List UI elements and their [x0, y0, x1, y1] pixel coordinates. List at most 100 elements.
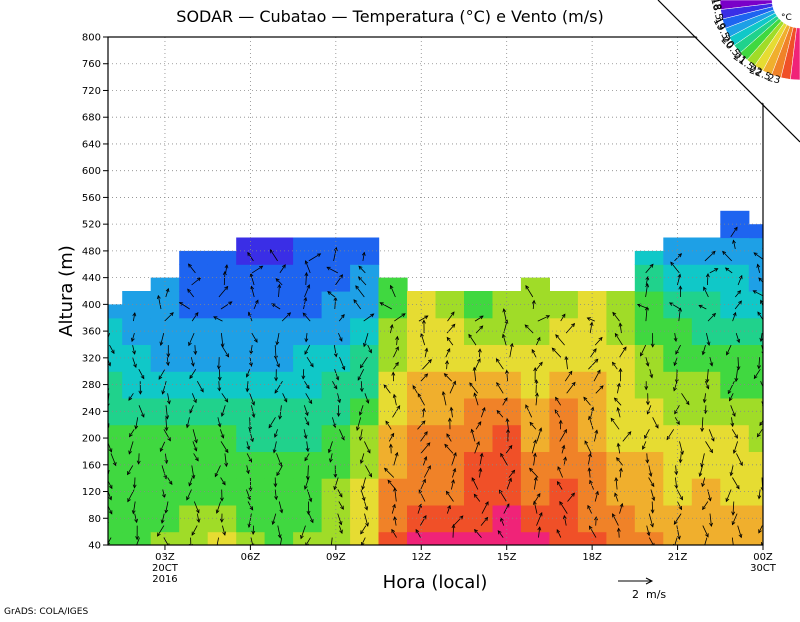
- temperature-cell: [549, 532, 578, 546]
- y-axis-label: Altura (m): [56, 245, 77, 337]
- temperature-cell: [549, 371, 578, 398]
- temperature-cell: [379, 345, 408, 372]
- temperature-cell: [407, 345, 436, 372]
- y-tick-label: 800: [82, 33, 101, 44]
- y-tick-label: 680: [82, 113, 101, 124]
- credit-text: GrADS: COLA/IGES: [4, 607, 88, 617]
- x-tick-label: 09Z: [326, 552, 346, 563]
- temperature-cell: [151, 345, 180, 372]
- wind-vector: [764, 441, 767, 450]
- y-tick-label: 320: [82, 353, 101, 364]
- temperature-cell: [179, 451, 208, 478]
- temperature-cell: [179, 398, 208, 425]
- temperature-cell: [635, 478, 664, 505]
- y-tick-label: 120: [82, 487, 101, 498]
- temperature-cell: [151, 291, 180, 318]
- x-tick-label: 03Z: [155, 552, 175, 563]
- temperature-cell: [407, 505, 436, 532]
- temperature-cell: [179, 251, 208, 265]
- temperature-cell: [179, 425, 208, 452]
- temperature-cell: [208, 532, 237, 546]
- wind-vector: [764, 453, 767, 466]
- temperature-cell: [293, 398, 322, 425]
- chart-title: SODAR — Cubatao — Temperatura (°C) e Ven…: [176, 7, 603, 26]
- y-tick-label: 240: [82, 407, 101, 418]
- y-tick-label: 360: [82, 327, 101, 338]
- y-tick-label: 600: [82, 166, 101, 177]
- temperature-cell: [749, 224, 764, 238]
- temperature-cell: [179, 345, 208, 372]
- y-tick-label: 160: [82, 460, 101, 471]
- x-tick-sublabel: 30CT: [750, 563, 777, 574]
- temperature-cell: [407, 425, 436, 452]
- temperature-cell: [293, 264, 322, 291]
- temperature-cell: [379, 278, 408, 292]
- wind-vector: [764, 514, 768, 526]
- y-tick-label: 80: [88, 514, 101, 525]
- temperature-cell: [208, 251, 237, 265]
- x-tick-label: 15Z: [497, 552, 517, 563]
- y-tick-label: 720: [82, 86, 101, 97]
- y-tick-label: 200: [82, 434, 101, 445]
- y-tick-label: 280: [82, 380, 101, 391]
- temperature-cell: [379, 505, 408, 532]
- wind-vector: [103, 429, 107, 440]
- temperature-cell: [151, 425, 180, 452]
- temperature-cell: [635, 425, 664, 452]
- x-tick-label: 06Z: [241, 552, 261, 563]
- temperature-cell: [549, 398, 578, 425]
- x-tick-label: 12Z: [411, 552, 431, 563]
- temperature-cell: [407, 371, 436, 398]
- y-tick-label: 40: [88, 541, 101, 552]
- y-tick-label: 640: [82, 139, 101, 150]
- temperature-cell: [179, 371, 208, 398]
- y-tick-label: 480: [82, 246, 101, 257]
- temperature-cell: [549, 291, 578, 318]
- x-tick-sublabel: 2016: [152, 574, 177, 585]
- temperature-cell: [108, 304, 123, 318]
- temperature-cell: [521, 318, 550, 345]
- y-tick-label: 440: [82, 273, 101, 284]
- x-tick-label: 18Z: [582, 552, 602, 563]
- temperature-cell: [635, 505, 664, 532]
- temperature-cell: [635, 251, 664, 265]
- y-tick-label: 560: [82, 193, 101, 204]
- temperature-cell: [549, 478, 578, 505]
- temperature-cell: [379, 318, 408, 345]
- temperature-cell: [179, 318, 208, 345]
- temperature-cell: [549, 318, 578, 345]
- temperature-cell: [635, 345, 664, 372]
- y-tick-label: 400: [82, 300, 101, 311]
- temperature-cell: [635, 371, 664, 398]
- wind-vector: [103, 369, 107, 379]
- temperature-cell: [293, 238, 322, 265]
- temperature-cell: [436, 532, 465, 546]
- temperature-cell: [549, 425, 578, 452]
- temperature-cell: [379, 532, 408, 546]
- wind-reference-label: 2 m/s: [632, 588, 666, 601]
- temperature-cell: [379, 425, 408, 452]
- temperature-cell: [179, 505, 208, 532]
- temperature-cell: [635, 451, 664, 478]
- y-tick-label: 760: [82, 59, 101, 70]
- wind-vector: [762, 245, 770, 249]
- temperature-cell: [606, 532, 635, 546]
- wind-reference-arrow: 2 m/s: [618, 578, 666, 601]
- temperature-cell: [521, 532, 550, 546]
- temperature-cell: [379, 478, 408, 505]
- temperature-cell: [521, 398, 550, 425]
- wind-vector: [765, 465, 769, 478]
- y-tick-label: 520: [82, 220, 101, 231]
- temperature-cell: [179, 264, 208, 291]
- x-tick-label: 00Z: [753, 552, 773, 563]
- colorbar-unit: °C: [781, 13, 792, 23]
- temperature-cell: [293, 532, 322, 546]
- temperature-cell: [293, 318, 322, 345]
- x-tick-sublabel: 20CT: [152, 563, 179, 574]
- temperature-cell: [293, 505, 322, 532]
- temperature-cell: [151, 505, 180, 532]
- temperature-cell: [720, 532, 749, 546]
- temperature-cell: [521, 505, 550, 532]
- temperature-cell: [521, 291, 550, 318]
- x-tick-label: 21Z: [668, 552, 688, 563]
